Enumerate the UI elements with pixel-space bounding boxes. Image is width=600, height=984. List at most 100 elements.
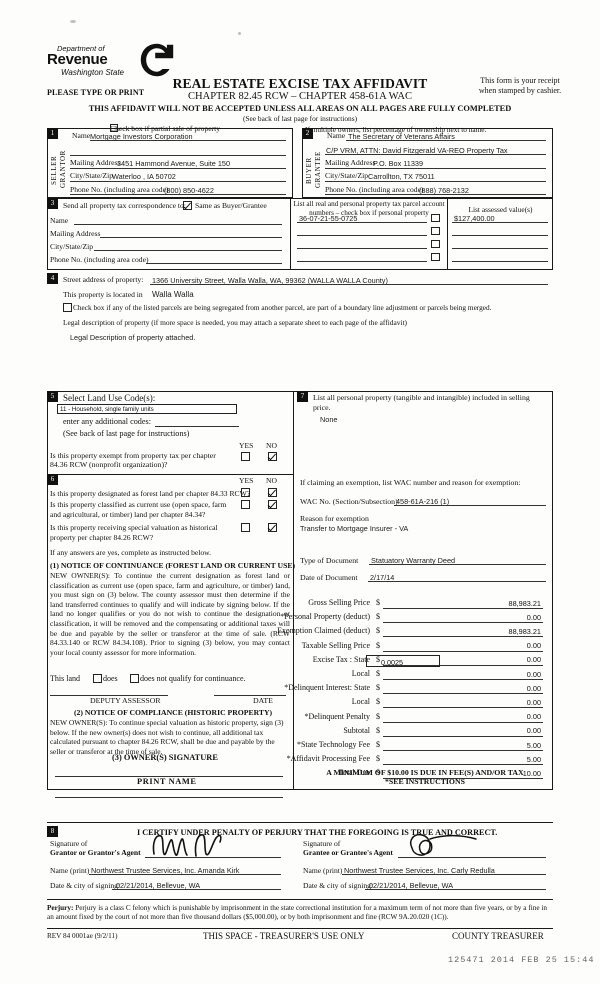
treasurer-stamp: 125471 2014 FEB 25 15:44 bbox=[448, 955, 595, 965]
form-notice: THIS AFFIDAVIT WILL NOT BE ACCEPTED UNLE… bbox=[88, 104, 512, 113]
multiple-owners-note: If multiple owners, list percentage of o… bbox=[305, 125, 487, 134]
revenue-swoosh-icon bbox=[140, 43, 174, 77]
money-row-value[interactable]: 0.00 bbox=[526, 612, 541, 622]
money-row-line bbox=[383, 721, 543, 723]
seller-mailing-value[interactable]: 3451 Hammond Avenue, Suite 150 bbox=[117, 158, 231, 168]
exempt-yes-checkbox[interactable] bbox=[241, 452, 250, 461]
buyer-phone-value[interactable]: (888) 768-2132 bbox=[419, 185, 469, 195]
money-row-value[interactable]: 5.00 bbox=[526, 754, 541, 764]
money-row-label: Local bbox=[351, 697, 370, 707]
owner-printname-line[interactable] bbox=[55, 797, 283, 798]
owner-signature-line[interactable] bbox=[55, 776, 283, 777]
money-row-value[interactable]: 0.00 bbox=[526, 712, 541, 722]
section-8-number: 8 bbox=[47, 826, 58, 837]
additional-codes-line[interactable] bbox=[155, 426, 239, 427]
buyer-mailing-line bbox=[325, 168, 546, 169]
money-row-line bbox=[383, 693, 543, 695]
money-row: Gross Selling Price $88,983.21 bbox=[288, 597, 550, 609]
exempt-question-line1: Is this property exempt from property ta… bbox=[50, 451, 216, 460]
money-row-value[interactable]: 0.00 bbox=[526, 641, 541, 651]
same-as-buyer-checkbox[interactable] bbox=[183, 201, 192, 210]
dollar-sign: $ bbox=[376, 725, 380, 735]
grantor-date-line bbox=[112, 889, 281, 890]
segregated-checkbox[interactable] bbox=[63, 303, 72, 312]
money-row-line bbox=[383, 764, 543, 766]
minimum-note-1: A MINIMUM OF $10.00 IS DUE IN FEE(S) AND… bbox=[326, 768, 524, 777]
doc-type-value[interactable]: Statuatory Warranty Deed bbox=[371, 556, 456, 565]
forest-no-checkbox[interactable] bbox=[268, 488, 277, 497]
grantor-sig-line[interactable] bbox=[145, 857, 281, 858]
grantor-date-value[interactable]: 02/21/2014, Bellevue, WA bbox=[116, 881, 201, 890]
forest-yes-checkbox[interactable] bbox=[241, 488, 250, 497]
grantee-name-value[interactable]: Northwest Trustee Services, Inc. Carly R… bbox=[344, 866, 495, 875]
money-row-value[interactable]: 88,983.21 bbox=[508, 598, 541, 608]
s3-phone-line[interactable] bbox=[146, 263, 282, 264]
seller-phone-value[interactable]: (800) 850-4622 bbox=[164, 185, 214, 195]
certify-statement: I CERTIFY UNDER PENALTY OF PERJURY THAT … bbox=[137, 828, 498, 837]
money-row: *Delinquent Penalty $0.00 bbox=[288, 711, 550, 723]
money-row-value[interactable]: 10.00 bbox=[522, 768, 541, 778]
located-in-label: This property is located in bbox=[63, 290, 143, 299]
buyer-city-value[interactable]: Carrollton, TX 75011 bbox=[368, 171, 435, 181]
parcel-header: List all real and personal property tax … bbox=[293, 200, 445, 218]
money-row-value[interactable]: 0.00 bbox=[526, 726, 541, 736]
wac-value[interactable]: 458-61A-216 (1) bbox=[396, 497, 450, 506]
buyer-mailing-value[interactable]: P.O. Box 11339 bbox=[373, 158, 424, 168]
seller-city-value[interactable]: Waterloo , IA 50702 bbox=[112, 171, 176, 181]
grantee-sig-line[interactable] bbox=[398, 857, 546, 858]
historic-yes-checkbox[interactable] bbox=[241, 523, 250, 532]
assessed-value[interactable]: $127,400.00 bbox=[454, 214, 495, 223]
current-use-no-checkbox[interactable] bbox=[268, 500, 277, 509]
grantee-date-value[interactable]: 02/21/2014, Bellevue, WA bbox=[369, 881, 454, 890]
section-6-top-rule bbox=[47, 474, 293, 475]
receipt-line-1: This form is your receipt bbox=[480, 76, 560, 85]
local-rate-box[interactable]: 0.0025 bbox=[366, 655, 440, 667]
doc-date-value[interactable]: 2/17/14 bbox=[370, 573, 395, 582]
money-row-label: *Delinquent Interest: State bbox=[284, 683, 370, 693]
parcel-personal-property-checkbox[interactable] bbox=[431, 252, 440, 261]
reason-value[interactable]: Transfer to Mortgage Insurer - VA bbox=[300, 524, 409, 533]
located-in-value[interactable]: Walla Walla bbox=[152, 290, 194, 299]
doc-type-label: Type of Document bbox=[300, 556, 359, 565]
parcel-personal-property-checkbox[interactable] bbox=[431, 239, 440, 248]
s3-mailing-line[interactable] bbox=[100, 237, 282, 238]
money-row-value[interactable]: 0.00 bbox=[526, 669, 541, 679]
street-address-value[interactable]: 1366 University Street, Walla Walla, WA,… bbox=[152, 275, 388, 285]
money-row: Taxable Selling Price $0.00 bbox=[288, 640, 550, 652]
section-1-number: 1 bbox=[47, 128, 58, 139]
money-row-value[interactable]: 88,983.21 bbox=[508, 626, 541, 636]
grantor-date-label: Date & city of signing: bbox=[50, 881, 121, 890]
historic-no-checkbox[interactable] bbox=[268, 523, 277, 532]
money-row-value[interactable]: 0.00 bbox=[526, 697, 541, 707]
seller-name-value[interactable]: Mortgage Investors Corporation bbox=[90, 131, 193, 141]
parcel-personal-property-checkbox[interactable] bbox=[431, 226, 440, 235]
exempt-no-checkbox[interactable] bbox=[268, 452, 277, 461]
money-row-value[interactable]: 5.00 bbox=[526, 740, 541, 750]
deputy-assessor-line[interactable] bbox=[50, 695, 168, 696]
current-use-yes-checkbox[interactable] bbox=[241, 500, 250, 509]
parcel-number-value[interactable]: 36-07-21-55-0725 bbox=[299, 214, 358, 223]
deputy-date-line[interactable] bbox=[214, 695, 286, 696]
grantor-name-line bbox=[89, 874, 281, 875]
grantor-name-value[interactable]: Northwest Trustee Services, Inc. Amanda … bbox=[91, 866, 240, 875]
land-use-code-select[interactable]: 11 - Household, single family units bbox=[57, 404, 237, 414]
personal-prop-value[interactable]: None bbox=[320, 415, 338, 424]
seller-phone-line bbox=[70, 194, 286, 195]
buyer-extra-value[interactable]: C/P VRM, ATTN: David Fitzgerald VA-REO P… bbox=[326, 145, 508, 155]
seller-mailing-label: Mailing Address bbox=[70, 158, 121, 167]
legal-desc-value[interactable]: Legal Description of property attached. bbox=[70, 333, 196, 342]
s3-name-line[interactable] bbox=[74, 224, 282, 225]
footer-rule-top bbox=[47, 899, 553, 900]
buyer-name-value[interactable]: The Secretary of Veterans Affairs bbox=[348, 131, 455, 141]
does-qualify-checkbox[interactable] bbox=[93, 674, 102, 683]
grantee-date-label: Date & city of signing: bbox=[303, 881, 374, 890]
logo-department-text: Department of bbox=[57, 44, 105, 53]
money-row-value[interactable]: 0.00 bbox=[526, 683, 541, 693]
s3-city-line[interactable] bbox=[94, 250, 282, 251]
seller-phone-label: Phone No. (including area code) bbox=[70, 185, 169, 194]
parcel-personal-property-checkbox[interactable] bbox=[431, 213, 440, 222]
money-row-value[interactable]: 0.00 bbox=[526, 655, 541, 665]
doc-date-line bbox=[368, 581, 546, 582]
money-row-label: *State Technology Fee bbox=[296, 740, 370, 749]
does-not-qualify-checkbox[interactable] bbox=[130, 674, 139, 683]
